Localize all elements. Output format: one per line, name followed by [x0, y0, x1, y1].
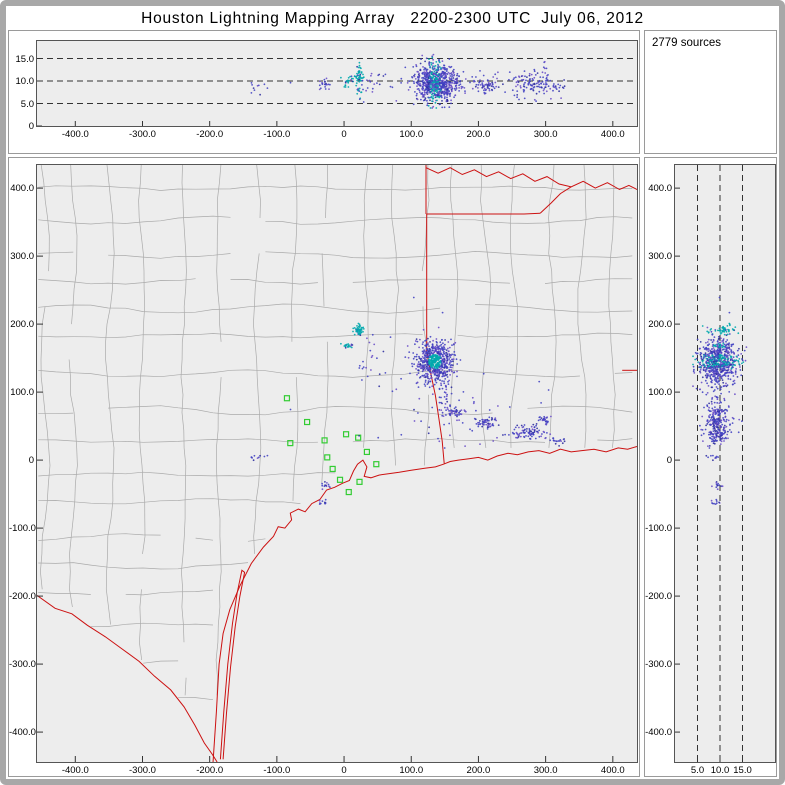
panel-ns-altitude: 400.0 300.0 200.0 100.0 0 -100.0 -200.0 -300.0 -…	[644, 157, 777, 777]
tick-label: -400.0	[645, 727, 672, 739]
tick-label: 300.0	[533, 765, 558, 776]
tick-label: 400.0	[600, 765, 625, 776]
tick-label: -100.0	[645, 523, 672, 535]
tick-label: 10.0	[710, 765, 730, 776]
plan-view-canvas	[37, 165, 637, 762]
tick-label: 200.0	[10, 319, 34, 331]
panel-source-count: 2779 sources	[644, 30, 777, 154]
tick-label: 300.0	[648, 251, 672, 263]
tick-label: -100.0	[263, 765, 291, 776]
ns-altitude-plot	[674, 164, 776, 763]
tick-label: 0	[341, 129, 347, 140]
tick-label: -200.0	[645, 591, 672, 603]
tick-label: 15.0	[15, 53, 35, 65]
tick-label: 300.0	[533, 129, 558, 140]
tick-label: -300.0	[129, 765, 156, 776]
tick-label: 5.0	[20, 98, 34, 110]
tick-label: 0	[666, 455, 672, 467]
tick-label: -300.0	[9, 659, 36, 671]
tick-label: 100.0	[399, 129, 424, 140]
tick-label: 0	[28, 455, 34, 467]
plan-view-plot	[36, 164, 638, 763]
panel-plan-view: -400.0 -300.0 -200.0 -100.0 0 100.0 200.0 300.0…	[8, 157, 640, 777]
tick-label: -100.0	[263, 129, 291, 140]
tick-label: 0	[28, 121, 34, 132]
tick-label: 100.0	[399, 765, 424, 776]
tick-label: -400.0	[61, 765, 89, 776]
page-title: Houston Lightning Mapping Array 2200-230…	[141, 10, 644, 27]
source-count-label: 2779 sources	[652, 37, 722, 49]
tick-label: -400.0	[61, 129, 89, 140]
tick-label: -400.0	[9, 727, 36, 739]
tick-label: 400.0	[648, 183, 672, 195]
tick-label: 400.0	[600, 129, 625, 140]
tick-label: 400.0	[10, 183, 34, 195]
tick-label: -300.0	[645, 659, 672, 671]
tick-label: -200.0	[9, 591, 36, 603]
tick-label: -200.0	[196, 765, 224, 776]
tick-label: 10.0	[15, 76, 35, 87]
panel-ew-altitude: -400.0 -300.0 -200.0 -100.0 0 100.0 200.0 300.0…	[8, 30, 640, 154]
tick-label: 5.0	[690, 765, 705, 776]
tick-label: 15.0	[733, 765, 752, 776]
tick-label: 200.0	[648, 319, 672, 331]
ew-altitude-canvas	[37, 53, 637, 126]
ns-altitude-canvas	[675, 165, 748, 762]
tick-label: 300.0	[10, 251, 34, 263]
tick-label: -200.0	[196, 129, 224, 140]
tick-label: 200.0	[466, 765, 491, 776]
tick-label: 100.0	[10, 387, 34, 399]
tick-label: -300.0	[129, 129, 156, 140]
tick-label: 100.0	[648, 387, 672, 399]
tick-label: -100.0	[9, 523, 36, 535]
ew-altitude-plot	[36, 40, 638, 127]
tick-label: 200.0	[466, 129, 491, 140]
tick-label: 0	[341, 765, 347, 776]
